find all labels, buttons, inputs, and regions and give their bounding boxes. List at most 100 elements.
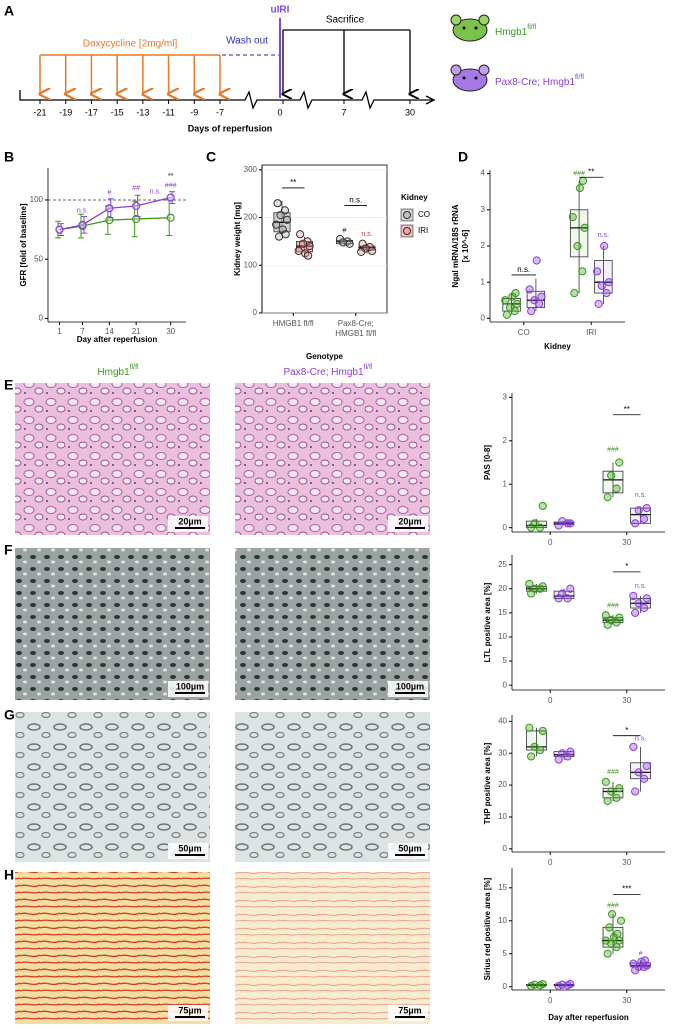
point (612, 484, 621, 493)
y-tick-label: 25 (498, 560, 507, 569)
point (501, 296, 510, 305)
annotation: # (107, 190, 111, 197)
point (527, 752, 536, 761)
point (105, 204, 114, 213)
annotation: n.s. (635, 583, 646, 590)
point (601, 611, 610, 620)
annotation: ** (290, 178, 296, 187)
legend-title: Kidney (401, 193, 428, 202)
point (612, 793, 621, 802)
mouse-sup: fl/fl (575, 74, 584, 81)
y-axis-label: THP positive area [%] (483, 742, 492, 824)
point (629, 959, 638, 968)
point (368, 246, 377, 256)
point (631, 787, 640, 796)
point (554, 755, 563, 764)
point (338, 238, 348, 247)
legend-key (400, 224, 414, 238)
y-tick-label: 100 (244, 260, 258, 269)
annotation: n.s. (150, 189, 161, 196)
y-axis-label: GFR [fold of baseline] (19, 203, 28, 286)
point (616, 916, 626, 925)
y-tick-label: 3 (481, 205, 486, 214)
annotation: n.s. (77, 207, 88, 214)
histology-image (235, 712, 430, 862)
annotation: * (625, 562, 628, 571)
annotation: ** (588, 167, 594, 176)
tick-label: -19 (59, 107, 72, 117)
y-tick-label: 0 (39, 314, 44, 323)
scale-bar-label: 50µm (178, 843, 201, 853)
y-tick-label: 0 (503, 523, 508, 532)
annotation: * (625, 726, 628, 735)
panel-label: D (458, 149, 468, 165)
annotation: ### (573, 170, 585, 177)
x-tick-label: 0 (548, 996, 553, 1005)
point (558, 980, 567, 989)
point (357, 247, 366, 256)
point (105, 216, 114, 225)
timeline-xlabel: Days of reperfusion (188, 123, 273, 133)
box (526, 290, 546, 308)
legend-point (403, 227, 411, 235)
panel-label: F (4, 542, 13, 558)
y-tick-label: 100 (30, 195, 44, 204)
tick-label: 30 (405, 107, 415, 117)
y-tick-label: 10 (498, 916, 507, 925)
y-tick-label: 300 (244, 165, 258, 174)
tick-label: -9 (190, 107, 198, 117)
mouse-name: Hmgb1 (495, 27, 528, 38)
histology-image (235, 872, 430, 1024)
doxy-label: Doxycycline [2mg/ml] (83, 39, 178, 50)
point (640, 603, 649, 613)
point (538, 979, 547, 989)
chart: 0 1 2 3 4 Ngal mRNA/18S rRNA [x 10^-6] Kidney CO… (451, 167, 625, 351)
point (605, 923, 614, 932)
chart: 0 1 2 3 PAS [0-8] 0 30 ** ### n.s. (483, 392, 665, 547)
mouse-icon (450, 64, 490, 92)
column-sup: fl/fl (130, 364, 139, 371)
column-name: Hmgb1 (97, 367, 130, 378)
annotation: ### (607, 602, 619, 609)
x-tick-label: 0 (548, 538, 553, 547)
y-tick-label: 200 (244, 213, 258, 222)
y-tick-label: 5 (503, 949, 508, 958)
line (59, 217, 171, 231)
y-tick-label: 20 (498, 584, 507, 593)
point (530, 519, 539, 528)
point (642, 594, 651, 603)
point (580, 223, 589, 233)
point (634, 599, 643, 608)
annotation: ### (607, 902, 619, 909)
histology-image (15, 548, 210, 700)
point (570, 288, 579, 298)
x-tick-label: Pax8-Cre; (338, 319, 374, 328)
point (601, 936, 610, 945)
chart: 0 5 10 15 20 25 LTL positive area [%] 0 30 * ### n.… (483, 555, 665, 705)
panel-label: G (4, 707, 15, 723)
y-tick-label: 1 (503, 479, 508, 488)
point (558, 517, 567, 526)
point (527, 307, 536, 316)
y-tick-label: 4 (481, 169, 486, 178)
legend-label: CO (418, 210, 430, 219)
y-axis-label: [x 10^-6] (461, 229, 470, 262)
column-name: Pax8-Cre; Hmgb1 (284, 367, 364, 378)
annotation: ** (624, 405, 630, 414)
x-axis-label: Day after reperfusion (548, 1013, 629, 1022)
x-tick-label: 30 (622, 696, 631, 705)
panel-label: C (206, 149, 216, 165)
point (615, 458, 624, 467)
point (631, 519, 640, 528)
point (566, 519, 575, 528)
y-tick-label: 30 (498, 748, 507, 757)
column-sup: fl/fl (364, 364, 373, 371)
washout-label: Wash out (226, 36, 268, 47)
point (296, 230, 305, 239)
panel-label: E (4, 377, 13, 393)
point (132, 201, 141, 211)
y-tick-label: 5 (503, 656, 508, 665)
point (607, 787, 616, 796)
point (613, 929, 622, 939)
panel-label: A (4, 3, 14, 19)
